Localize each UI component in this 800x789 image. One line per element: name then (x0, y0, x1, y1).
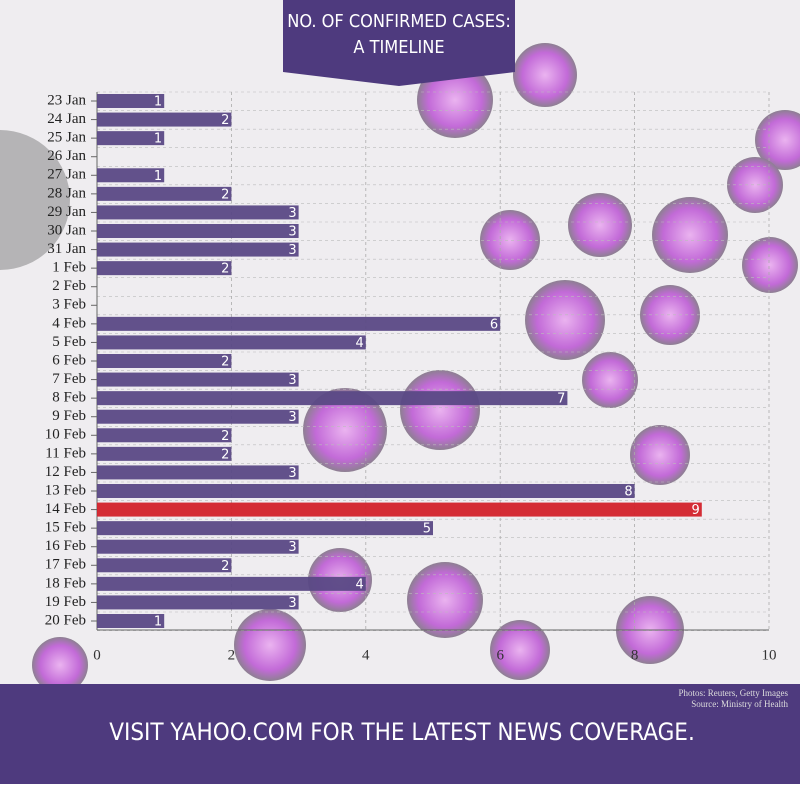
bar (97, 335, 366, 350)
footer-band (0, 684, 800, 784)
bar (97, 316, 501, 331)
data-label: 2 (221, 113, 229, 128)
y-tick-label: 5 Feb (52, 334, 86, 350)
y-tick-label: 24 Jan (47, 111, 86, 127)
y-tick-label: 26 Jan (47, 148, 86, 164)
data-label: 8 (624, 485, 632, 500)
bar (97, 465, 299, 480)
y-tick-label: 28 Jan (47, 185, 86, 201)
chart-title: A TIMELINE (353, 37, 444, 58)
data-label: 2 (221, 262, 229, 277)
bar (97, 186, 232, 201)
y-tick-label: 3 Feb (52, 297, 86, 313)
y-tick-label: 19 Feb (45, 594, 86, 610)
data-label: 4 (356, 336, 364, 351)
title-banner (283, 0, 515, 86)
y-tick-label: 31 Jan (47, 241, 86, 257)
data-label: 1 (154, 615, 162, 630)
bar (97, 112, 232, 127)
data-label: 3 (288, 243, 296, 258)
x-tick-label: 4 (362, 647, 370, 663)
data-label: 7 (557, 392, 565, 407)
x-tick-label: 0 (93, 647, 101, 663)
data-label: 6 (490, 317, 498, 332)
data-label: 1 (154, 169, 162, 184)
plot-area: 0 2 4 6 8 10 23 Jan 1 24 Jan 2 25 Jan 1 26 Jan 27 Jan… (45, 91, 777, 663)
bar (97, 94, 165, 108)
y-tick-label: 30 Jan (47, 222, 86, 238)
bar (97, 558, 232, 573)
data-label: 2 (221, 559, 229, 574)
data-label: 3 (288, 596, 296, 611)
data-label: 2 (221, 355, 229, 370)
bar (97, 409, 299, 424)
bar (97, 428, 232, 443)
bar (97, 502, 702, 517)
data-label: 9 (692, 503, 700, 518)
bar (97, 261, 232, 276)
bar (97, 539, 299, 554)
y-tick-label: 18 Feb (45, 575, 86, 591)
bar (97, 484, 635, 498)
y-tick-label: 7 Feb (52, 371, 86, 387)
bar (97, 521, 433, 536)
data-label: 1 (154, 132, 162, 147)
y-tick-label: 9 Feb (52, 408, 86, 424)
data-label: 3 (288, 225, 296, 240)
y-tick-label: 25 Jan (47, 130, 86, 146)
y-tick-label: 17 Feb (45, 557, 86, 573)
credit: Source: Ministry of Health (691, 699, 788, 709)
y-tick-label: 2 Feb (52, 278, 86, 294)
data-label: 2 (221, 429, 229, 444)
bar (97, 354, 232, 368)
bar (97, 595, 299, 610)
data-label: 3 (288, 466, 296, 481)
data-label: 4 (356, 577, 364, 592)
y-tick-label: 29 Jan (47, 204, 86, 220)
footer-text: VISIT YAHOO.COM FOR THE LATEST NEWS COVE… (109, 718, 695, 746)
bar (97, 205, 299, 220)
data-label: 3 (288, 373, 296, 388)
y-tick-label: 6 Feb (52, 352, 86, 368)
data-label: 2 (221, 447, 229, 462)
bar (97, 224, 299, 238)
y-tick-label: 1 Feb (52, 260, 86, 276)
x-tick-label: 2 (228, 647, 236, 663)
y-tick-label: 12 Feb (45, 464, 86, 480)
credit: Photos: Reuters, Getty Images (679, 688, 789, 698)
y-tick-label: 14 Feb (45, 501, 86, 517)
y-tick-label: 15 Feb (45, 520, 86, 536)
data-label: 5 (423, 522, 431, 537)
y-tick-label: 16 Feb (45, 538, 86, 554)
y-tick-label: 11 Feb (45, 445, 86, 461)
bar (97, 576, 366, 591)
bar (97, 391, 568, 406)
y-tick-label: 8 Feb (52, 390, 86, 406)
y-tick-label: 10 Feb (45, 427, 86, 443)
data-label: 3 (288, 410, 296, 425)
data-label: 1 (154, 95, 162, 110)
data-label: 3 (288, 540, 296, 555)
y-tick-label: 13 Feb (45, 482, 86, 498)
bar (97, 446, 232, 461)
x-tick-label: 6 (496, 647, 504, 663)
x-tick-label: 10 (762, 647, 777, 663)
bar (97, 614, 165, 628)
x-tick-label: 8 (631, 647, 639, 663)
y-tick-label: 20 Feb (45, 612, 86, 628)
y-tick-label: 4 Feb (52, 315, 86, 331)
y-tick-label: 27 Jan (47, 167, 86, 183)
data-label: 3 (288, 206, 296, 221)
data-label: 2 (221, 187, 229, 202)
bar (97, 242, 299, 257)
bar (97, 168, 165, 183)
background-image (0, 43, 800, 693)
y-tick-label: 23 Jan (47, 92, 86, 108)
chart-title: NO. OF CONFIRMED CASES: (287, 11, 511, 32)
bar (97, 372, 299, 387)
bar (97, 131, 165, 146)
